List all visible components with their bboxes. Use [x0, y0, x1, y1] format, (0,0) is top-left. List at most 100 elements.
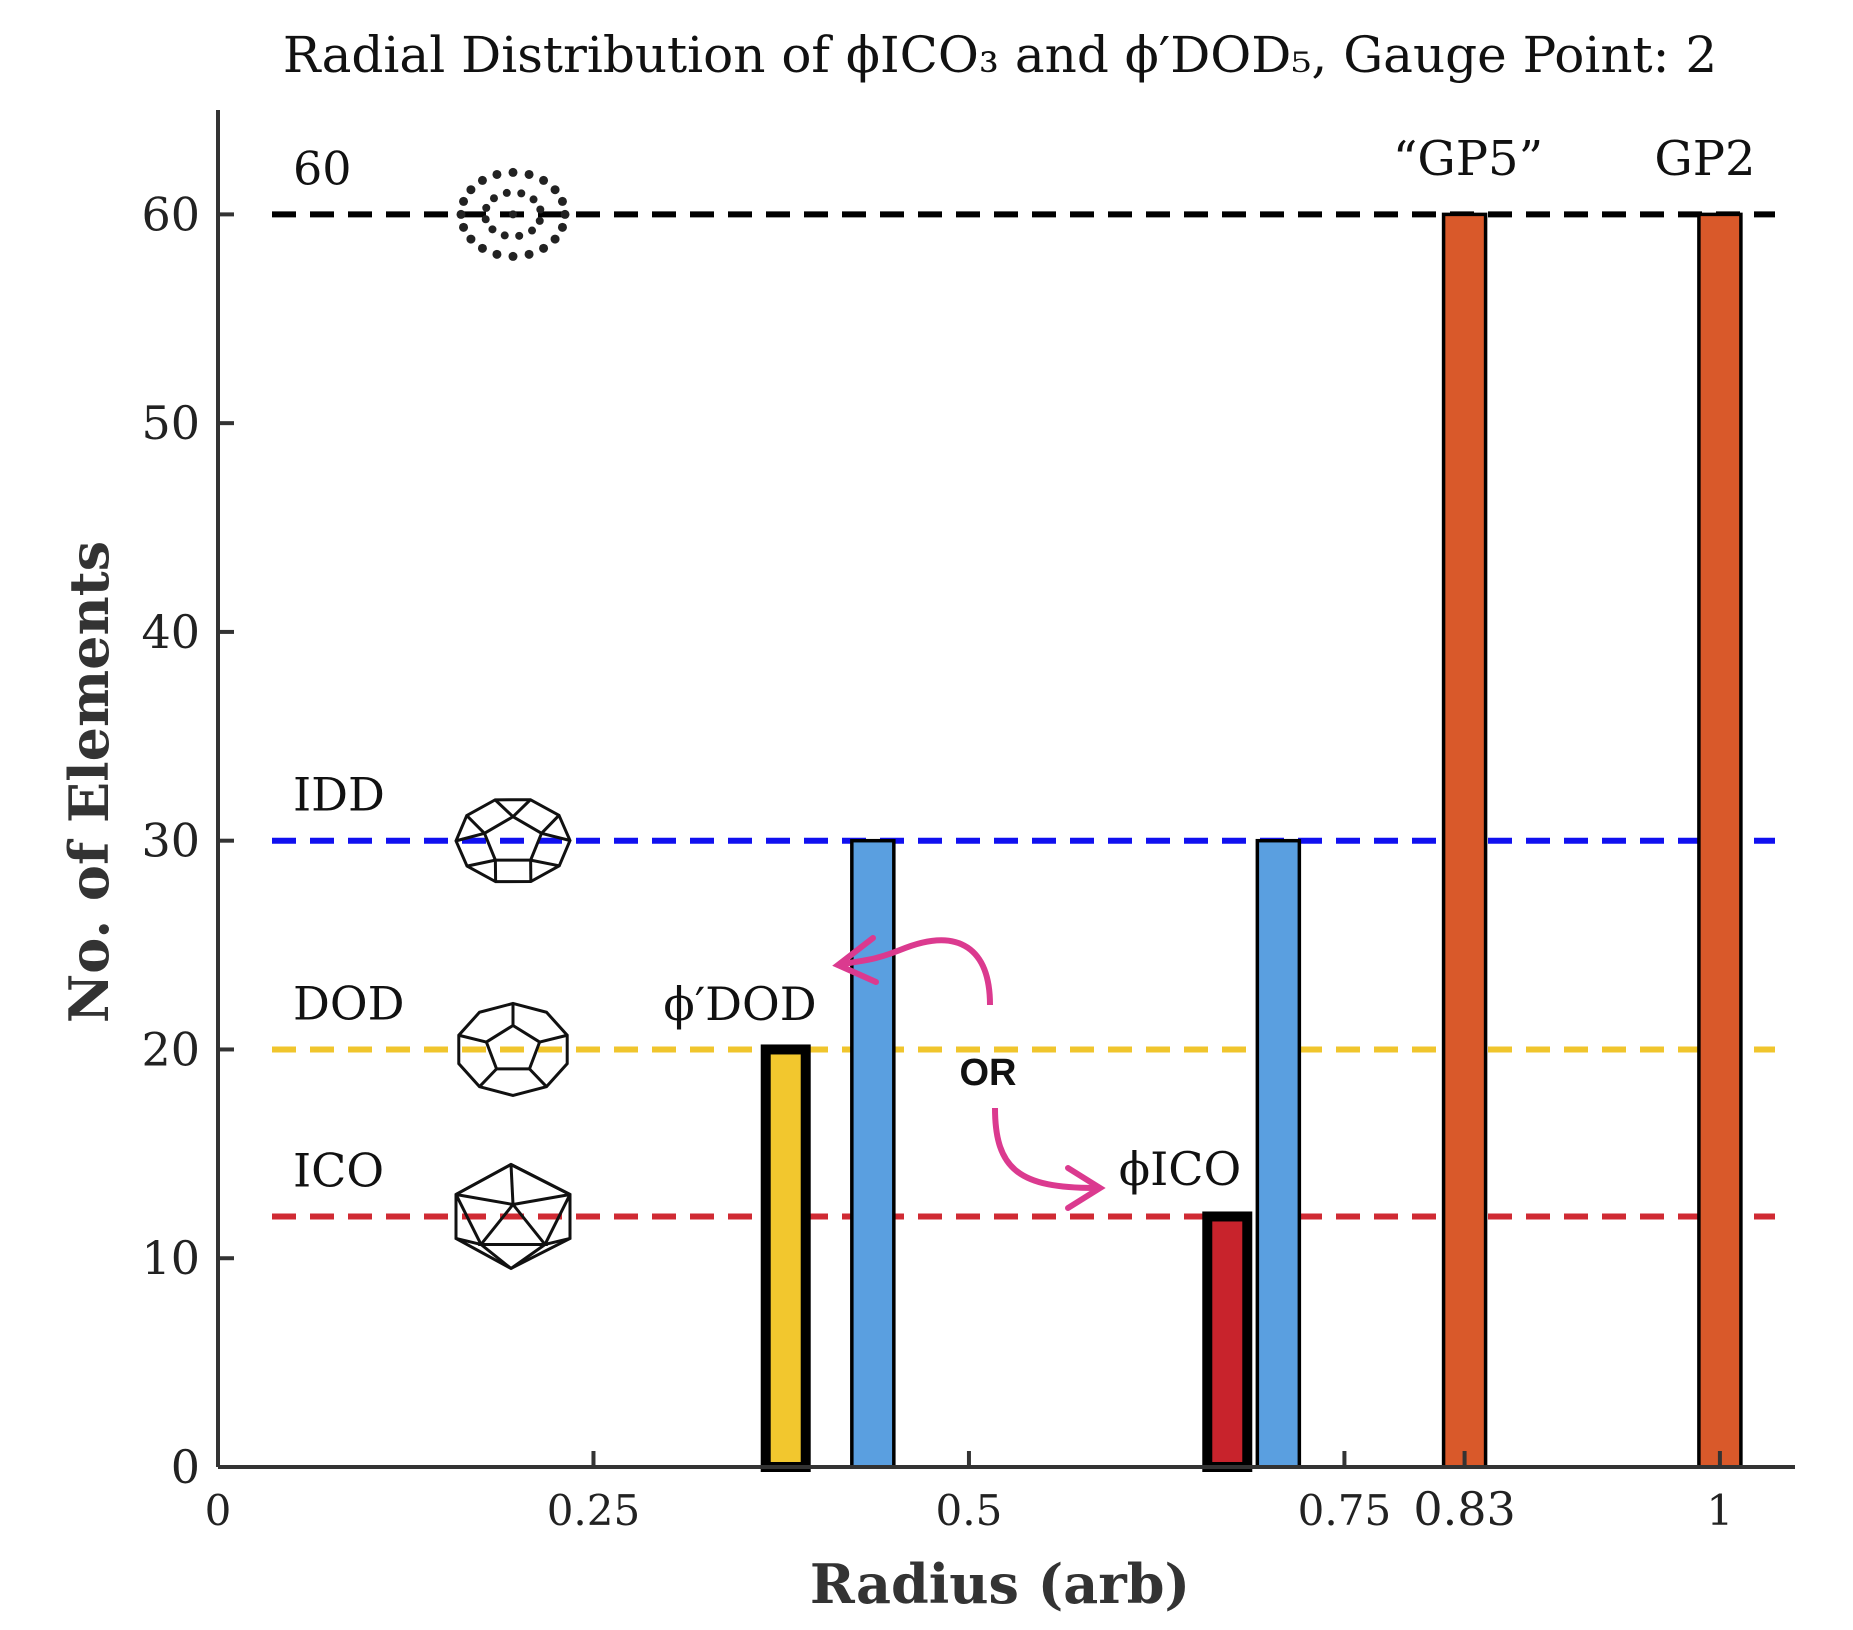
- edge: [539, 1033, 568, 1044]
- chart-title: Radial Distribution of ϕICO₃ and ϕ′DOD₅,…: [283, 26, 1717, 84]
- dot: [492, 249, 502, 259]
- dots-icon: [456, 167, 570, 261]
- dot: [502, 188, 511, 197]
- bar-0: [760, 1044, 811, 1472]
- edge: [458, 1033, 487, 1044]
- reference-label-60: 60: [293, 141, 352, 195]
- or-arrows: [832, 935, 1106, 1211]
- edge: [510, 1163, 571, 1196]
- edge: [494, 798, 515, 818]
- bar-5: [1697, 212, 1743, 1469]
- edge: [509, 1164, 515, 1205]
- reference-label-ico: ICO: [293, 1143, 384, 1197]
- edge: [455, 1192, 514, 1206]
- x-tick-label: 0.25: [547, 1486, 641, 1535]
- x-tick-label: 1: [1707, 1486, 1734, 1535]
- reference-label-dod: DOD: [293, 976, 404, 1030]
- y-axis-label: No. of Elements: [57, 541, 121, 1023]
- dot: [536, 205, 545, 214]
- polyhedron-icons: [454, 167, 572, 1271]
- y-tick-label: 40: [141, 605, 200, 659]
- dot: [557, 222, 567, 232]
- dot: [492, 169, 502, 179]
- edge: [455, 831, 485, 843]
- dot: [524, 249, 534, 259]
- annotation-2: OR: [960, 1052, 1017, 1094]
- dot: [515, 231, 524, 240]
- annotation-1: ϕICO: [1119, 1142, 1241, 1196]
- x-tick-label: 0.5: [936, 1486, 1003, 1535]
- dot: [539, 175, 549, 185]
- edge: [454, 1193, 483, 1246]
- y-tick-label: 50: [141, 396, 200, 450]
- edge: [512, 1192, 571, 1206]
- icosidodecahedron-icon: [454, 798, 572, 884]
- dot: [508, 167, 518, 177]
- y-tick-label: 20: [141, 1022, 200, 1076]
- dot: [550, 234, 560, 244]
- dot: [488, 225, 497, 234]
- dot: [489, 194, 498, 203]
- annotation-4: GP2: [1654, 131, 1755, 187]
- dot: [539, 243, 549, 253]
- edge: [541, 831, 571, 842]
- dot: [524, 169, 534, 179]
- edge: [528, 1067, 548, 1088]
- bar-1: [850, 838, 896, 1469]
- annotations: ϕ′DOD ϕICO OR “GP5” GP2: [663, 131, 1755, 1196]
- dot: [529, 195, 538, 204]
- edge: [480, 1243, 512, 1270]
- dot: [477, 175, 487, 185]
- dot: [528, 226, 537, 235]
- dot: [517, 189, 526, 198]
- bar-series: [760, 212, 1743, 1472]
- dot: [459, 196, 469, 206]
- edge: [540, 814, 561, 835]
- annotation-0: ϕ′DOD: [663, 977, 816, 1031]
- x-tick-label: 0: [205, 1486, 232, 1535]
- edge: [455, 1237, 482, 1246]
- dot: [535, 216, 544, 225]
- dot: [456, 209, 466, 219]
- y-tick-label: 10: [141, 1231, 200, 1285]
- axes: 0 10 20 30 40 50 60 0 0.25 0.5 0.75 0.83 1: [141, 110, 1795, 1536]
- dot: [508, 251, 518, 261]
- edge: [466, 858, 496, 868]
- outline: [457, 1001, 569, 1098]
- edge: [478, 1067, 498, 1088]
- bar-2: [1202, 1211, 1253, 1472]
- arrow-up-head-icon: [832, 935, 879, 985]
- arrow-up-curve: [839, 937, 993, 1006]
- arrow-down-head-icon: [1065, 1165, 1106, 1211]
- edge: [543, 1193, 572, 1246]
- arrow-down-curve: [992, 1107, 1096, 1191]
- dot: [459, 222, 469, 232]
- dot: [477, 243, 487, 253]
- edge: [510, 1243, 546, 1270]
- edge: [530, 858, 560, 868]
- y-tick-label: 60: [141, 187, 200, 241]
- x-axis-label: Radius (arb): [810, 1552, 1190, 1616]
- reference-label-idd: IDD: [293, 768, 385, 822]
- dot: [481, 215, 490, 224]
- face: [477, 1202, 549, 1246]
- edge: [455, 1163, 512, 1196]
- dot: [500, 231, 509, 240]
- x-tick-label: 0.75: [1298, 1486, 1392, 1535]
- y-tick-label: 30: [141, 814, 200, 868]
- dot: [550, 185, 560, 195]
- dot: [482, 203, 491, 212]
- dot: [466, 234, 476, 244]
- bar-4: [1441, 212, 1488, 1469]
- y-tick-label: 0: [171, 1440, 200, 1494]
- annotation-3: “GP5”: [1393, 131, 1543, 187]
- face: [484, 1023, 542, 1071]
- face: [482, 814, 544, 862]
- dot: [466, 185, 476, 195]
- edge: [465, 814, 486, 835]
- dot: [557, 196, 567, 206]
- bar-3: [1255, 838, 1302, 1469]
- reference-lines: 60 IDD DOD ICO: [272, 141, 1775, 1220]
- edge: [511, 798, 532, 818]
